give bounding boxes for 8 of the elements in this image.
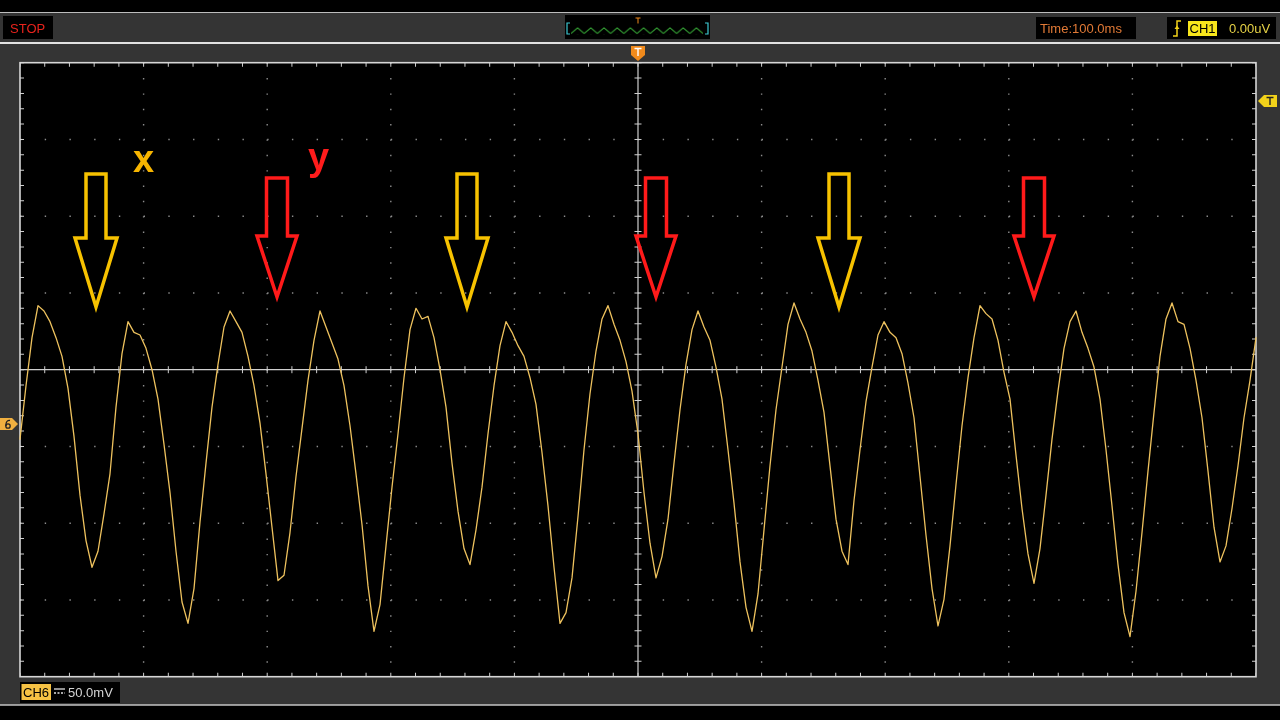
text: Time:100.0ms [1040, 21, 1123, 36]
text: y [308, 136, 330, 178]
text: CH1 [1189, 21, 1216, 36]
text: STOP [10, 21, 46, 36]
text: 0.00uV [1229, 21, 1271, 36]
text: 50.0mV [68, 685, 114, 700]
text: x [133, 138, 155, 180]
text: CH6 [23, 685, 50, 700]
